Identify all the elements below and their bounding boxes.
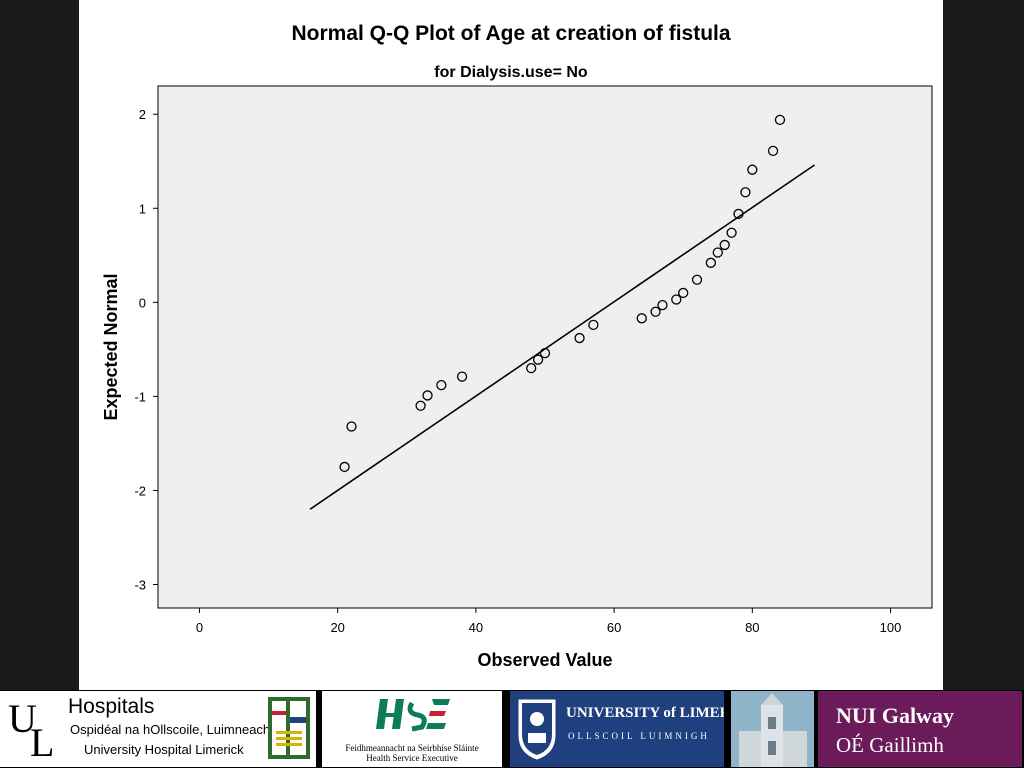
data-point — [636, 313, 647, 324]
y-tick-label: 1 — [139, 201, 146, 216]
x-tick-label: 80 — [745, 620, 759, 635]
x-tick-label: 100 — [880, 620, 902, 635]
plot-area — [157, 85, 933, 609]
reference-line-group — [309, 164, 815, 510]
data-point — [691, 274, 703, 285]
data-point — [415, 400, 426, 411]
data-point — [574, 332, 585, 344]
hse-mark-icon — [376, 699, 450, 732]
data-point — [436, 379, 447, 391]
data-point — [767, 145, 779, 157]
y-tick-label: 0 — [139, 295, 146, 310]
data-point — [733, 208, 744, 220]
building-tower-icon — [731, 691, 814, 767]
hse-logo: Feidhmeannacht na Seirbhíse Sláinte Heal… — [322, 691, 502, 767]
data-point — [346, 421, 357, 432]
data-point — [539, 347, 551, 359]
data-point — [422, 390, 433, 401]
data-point — [774, 114, 786, 126]
data-point — [456, 371, 468, 382]
x-tick-label: 60 — [607, 620, 621, 635]
logo-footer: U L Hospitals Ospidéal na hOllscoile, Lu… — [0, 690, 1024, 768]
hse-english-name: Health Service Executive — [366, 753, 458, 763]
data-point — [740, 187, 751, 198]
data-point — [719, 239, 730, 251]
data-point — [678, 287, 689, 299]
y-tick-label: -2 — [134, 483, 146, 498]
data-point — [671, 294, 682, 305]
data-point — [705, 257, 717, 268]
ul-hospitals-irish-name: Ospidéal na hOllscoile, Luimneach — [70, 722, 271, 737]
data-point — [747, 164, 758, 175]
university-of-limerick-logo: UNIVERSITY of LIMERICK OLLSCOIL LUIMNIGH — [510, 691, 724, 767]
reference-line — [309, 164, 815, 510]
nui-galway-irish-name: OÉ Gaillimh — [836, 733, 944, 757]
ul-hospitals-english-name: University Hospital Limerick — [84, 742, 244, 757]
data-point — [339, 461, 350, 473]
slide: Normal Q-Q Plot of Age at creation of fi… — [79, 0, 943, 690]
ul-hospitals-logo: U L Hospitals Ospidéal na hOllscoile, Lu… — [0, 691, 316, 767]
y-axis-label: Expected Normal — [101, 273, 121, 420]
uol-crest-icon — [518, 699, 556, 760]
nui-galway-name: NUI Galway — [836, 703, 954, 728]
data-point — [588, 319, 599, 331]
y-tick-label: -3 — [134, 577, 146, 592]
x-axis-label: Observed Value — [477, 650, 612, 670]
x-tick-label: 20 — [330, 620, 344, 635]
y-tick-label: 2 — [139, 107, 146, 122]
data-point — [712, 247, 723, 258]
nui-galway-logo: NUI Galway OÉ Gaillimh — [818, 691, 1022, 767]
chart-subtitle: for Dialysis.use= No — [434, 64, 588, 81]
data-point — [650, 306, 661, 317]
uol-irish-name: OLLSCOIL LUIMNIGH — [568, 731, 710, 741]
nui-building-image — [731, 691, 814, 767]
hse-irish-name: Feidhmeannacht na Seirbhíse Sláinte — [345, 743, 479, 753]
x-tick-label: 40 — [469, 620, 483, 635]
data-point — [657, 299, 668, 311]
data-points — [339, 114, 786, 473]
qq-plot: Normal Q-Q Plot of Age at creation of fi… — [101, 22, 933, 670]
y-axis: -3 -2 -1 0 1 2 — [134, 107, 158, 592]
data-point — [526, 363, 537, 374]
data-point — [532, 354, 544, 365]
chart-title: Normal Q-Q Plot of Age at creation of fi… — [291, 22, 730, 45]
data-point — [726, 227, 737, 238]
x-tick-label: 0 — [196, 620, 203, 635]
ul-hospitals-title: Hospitals — [68, 695, 155, 718]
ul-crest-icon — [268, 697, 310, 759]
uol-name: UNIVERSITY of LIMERICK — [566, 705, 724, 721]
x-axis: 0 20 40 60 80 100 — [196, 608, 902, 635]
y-tick-label: -1 — [134, 389, 146, 404]
